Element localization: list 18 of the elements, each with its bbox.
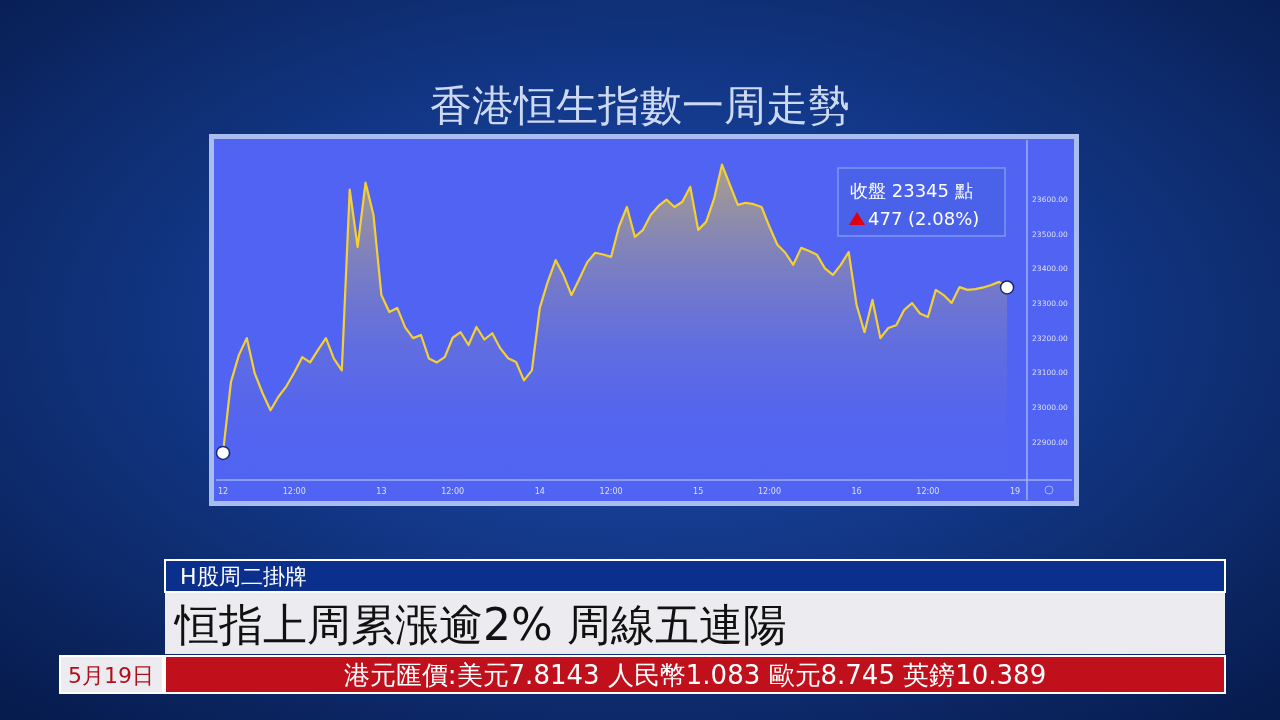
text: 港元匯價:美元7.8143 人民幣1.083 歐元8.745 英鎊10.389 bbox=[343, 660, 1047, 690]
x-tick-label: 12:00 bbox=[599, 487, 623, 496]
x-tick-label: 12:00 bbox=[916, 487, 940, 496]
x-tick-label: 12:00 bbox=[282, 487, 306, 496]
chart-title: 香港恒生指數一周走勢 bbox=[430, 81, 850, 130]
text: 5月19日 bbox=[68, 663, 154, 688]
x-tick-label: 15 bbox=[693, 487, 704, 496]
x-tick-label: 19 bbox=[1009, 487, 1021, 496]
x-tick-label: 12:00 bbox=[757, 487, 782, 496]
x-tick-label: 14 bbox=[534, 487, 545, 496]
x-tick-label: 16 bbox=[851, 487, 862, 496]
x-tick-label: 12 bbox=[217, 487, 229, 496]
annotation: 收盤 23345 點 bbox=[850, 180, 973, 201]
text: 恒指上周累漲逾2% 周線五連陽 bbox=[173, 599, 787, 650]
text: H股周二掛牌 bbox=[180, 564, 307, 589]
annotation: 477 (2.08%) bbox=[868, 208, 980, 229]
x-tick-label: 12:00 bbox=[441, 487, 465, 496]
x-tick-label: 13 bbox=[376, 487, 387, 496]
